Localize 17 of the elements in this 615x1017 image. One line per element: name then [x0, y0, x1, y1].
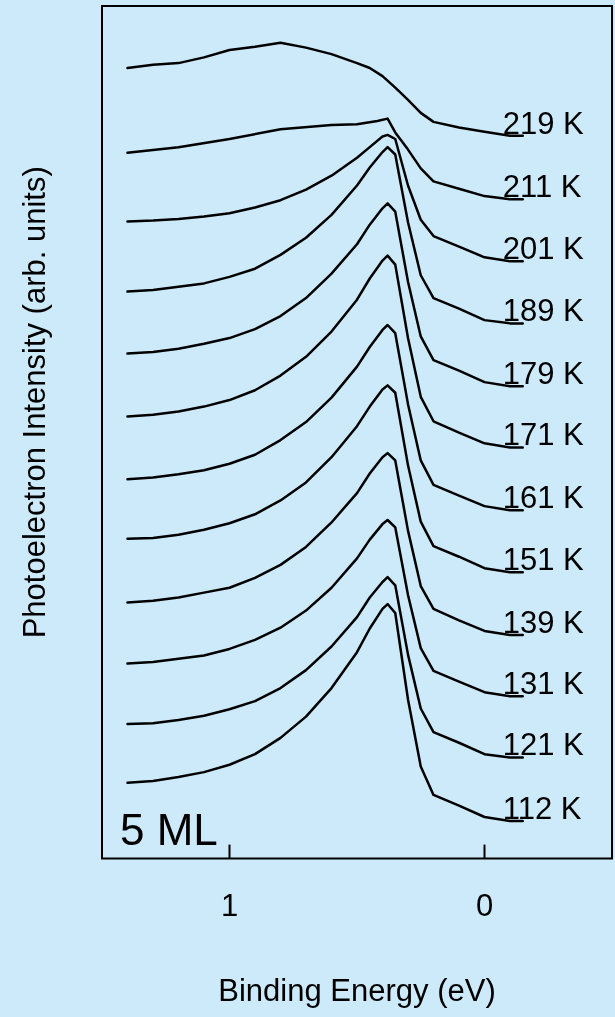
annotation: 5 ML — [120, 804, 218, 854]
series-label: 179 K — [502, 356, 585, 392]
x-tick-label: 1 — [220, 887, 239, 923]
x-tick-label: 0 — [475, 887, 494, 923]
series-label: 171 K — [502, 417, 585, 453]
series-label: 189 K — [502, 293, 585, 329]
series-label: 131 K — [502, 666, 585, 702]
series-label: 161 K — [502, 480, 585, 516]
y-axis-title: Photoelectron Intensity (arb. units) — [16, 166, 52, 639]
series-label: 201 K — [502, 231, 585, 267]
x-axis-title: Binding Energy (eV) — [218, 972, 496, 1008]
series-label: 121 K — [502, 727, 585, 763]
series-label: 151 K — [502, 542, 585, 578]
series-label: 139 K — [502, 605, 585, 641]
series-label: 211 K — [502, 169, 582, 205]
series-label: 112 K — [502, 791, 582, 827]
series-label: 219 K — [502, 105, 585, 141]
